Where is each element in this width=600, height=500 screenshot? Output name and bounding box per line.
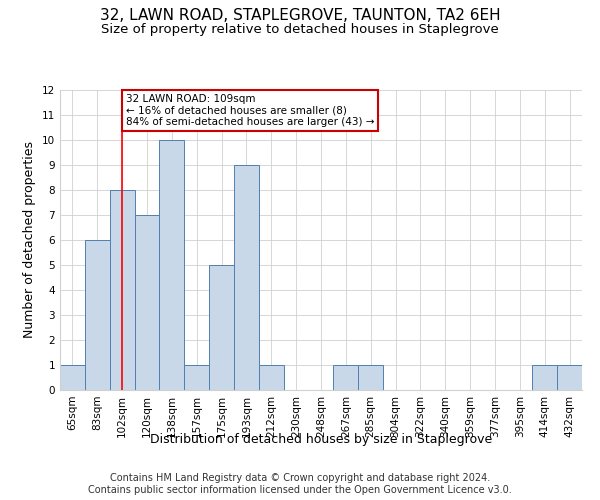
- Text: Size of property relative to detached houses in Staplegrove: Size of property relative to detached ho…: [101, 22, 499, 36]
- Bar: [358, 365, 383, 390]
- Text: 32, LAWN ROAD, STAPLEGROVE, TAUNTON, TA2 6EH: 32, LAWN ROAD, STAPLEGROVE, TAUNTON, TA2…: [100, 8, 500, 22]
- Bar: [209, 265, 234, 390]
- Bar: [60, 365, 85, 390]
- Bar: [532, 365, 557, 390]
- Y-axis label: Number of detached properties: Number of detached properties: [23, 142, 37, 338]
- Bar: [334, 365, 358, 390]
- Bar: [557, 365, 582, 390]
- Bar: [160, 140, 184, 390]
- Bar: [134, 215, 160, 390]
- Text: Contains HM Land Registry data © Crown copyright and database right 2024.
Contai: Contains HM Land Registry data © Crown c…: [88, 474, 512, 495]
- Bar: [184, 365, 209, 390]
- Text: 32 LAWN ROAD: 109sqm
← 16% of detached houses are smaller (8)
84% of semi-detach: 32 LAWN ROAD: 109sqm ← 16% of detached h…: [126, 94, 374, 127]
- Bar: [85, 240, 110, 390]
- Bar: [110, 190, 134, 390]
- Bar: [259, 365, 284, 390]
- Bar: [234, 165, 259, 390]
- Text: Distribution of detached houses by size in Staplegrove: Distribution of detached houses by size …: [150, 432, 492, 446]
